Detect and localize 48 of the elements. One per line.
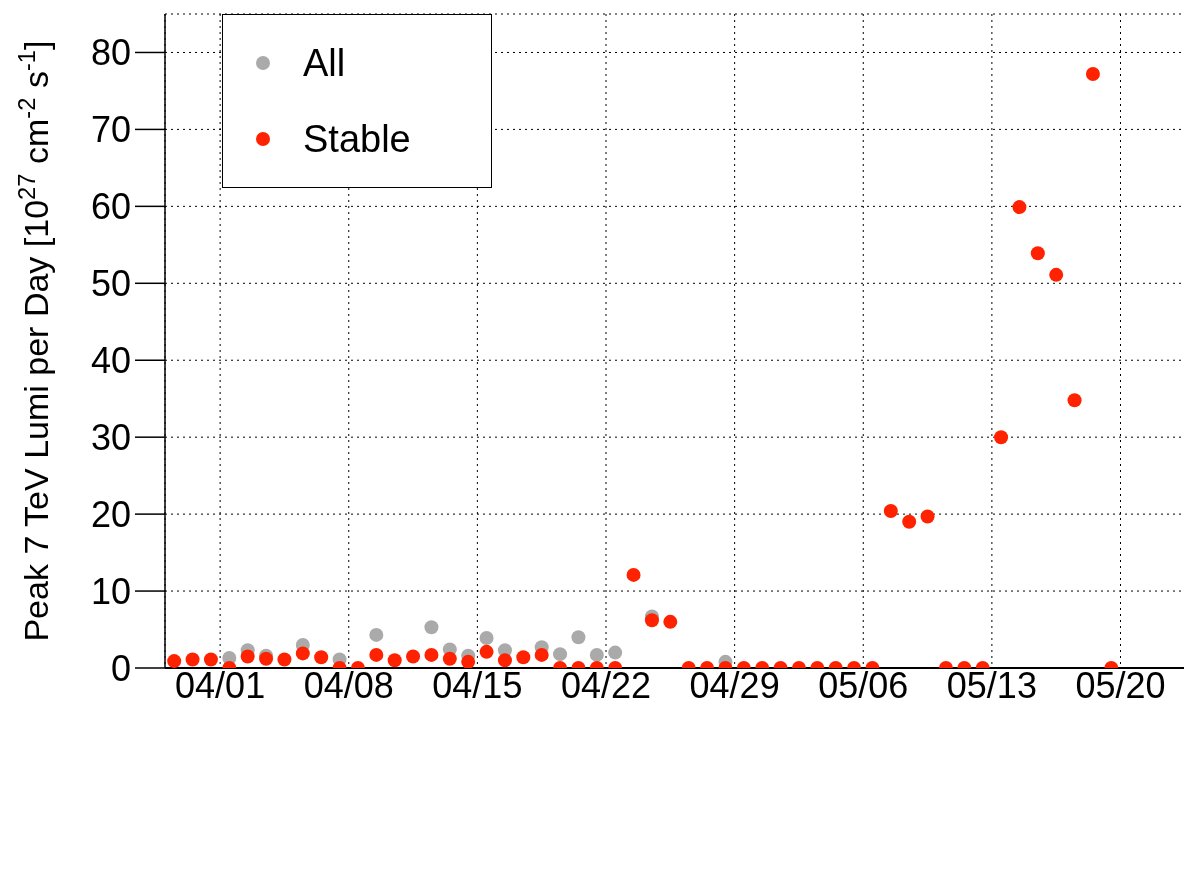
- y-tick-label: 80: [90, 32, 131, 74]
- point: [479, 644, 494, 659]
- legend-label: Stable: [303, 117, 411, 161]
- point: [424, 647, 439, 662]
- x-tick-label: 04/22: [560, 664, 652, 706]
- point: [1067, 393, 1082, 408]
- point: [497, 653, 512, 668]
- y-tick-label: 50: [90, 263, 131, 305]
- point: [240, 649, 255, 664]
- point: [920, 509, 935, 524]
- x-tick-label: 05/13: [946, 664, 1037, 706]
- point: [369, 647, 384, 662]
- point: [626, 567, 641, 582]
- point: [516, 650, 531, 665]
- y-tick-label: 0: [110, 647, 131, 689]
- point: [167, 654, 182, 668]
- point: [461, 654, 476, 668]
- y-tick-label: 60: [90, 186, 131, 228]
- legend-label: All: [303, 41, 346, 85]
- x-tick-label: 04/08: [303, 664, 394, 706]
- point: [1012, 200, 1027, 215]
- point: [1085, 67, 1100, 82]
- y-tick-label: 30: [90, 416, 131, 458]
- point: [534, 647, 549, 662]
- point: [277, 652, 292, 667]
- point: [1030, 246, 1045, 261]
- point: [185, 652, 200, 667]
- point: [203, 652, 218, 667]
- x-tick-label: 04/15: [432, 664, 523, 706]
- point: [644, 613, 659, 628]
- x-tick-label: 04/01: [175, 664, 266, 706]
- y-tick-label: 20: [90, 493, 131, 535]
- point: [994, 430, 1009, 445]
- point: [406, 649, 421, 664]
- y-tick-label: 10: [90, 570, 131, 612]
- y-tick-label: 70: [90, 109, 131, 151]
- x-tick-label: 05/06: [818, 664, 909, 706]
- point: [1049, 267, 1064, 282]
- point: [387, 653, 402, 668]
- y-tick-label: 40: [90, 340, 131, 382]
- point: [902, 514, 917, 529]
- point: [442, 651, 457, 666]
- point: [314, 650, 329, 665]
- x-tick-label: 05/20: [1075, 664, 1166, 706]
- x-tick-label: 04/29: [689, 664, 780, 706]
- point: [883, 504, 898, 519]
- point: [295, 646, 310, 661]
- point: [663, 614, 678, 629]
